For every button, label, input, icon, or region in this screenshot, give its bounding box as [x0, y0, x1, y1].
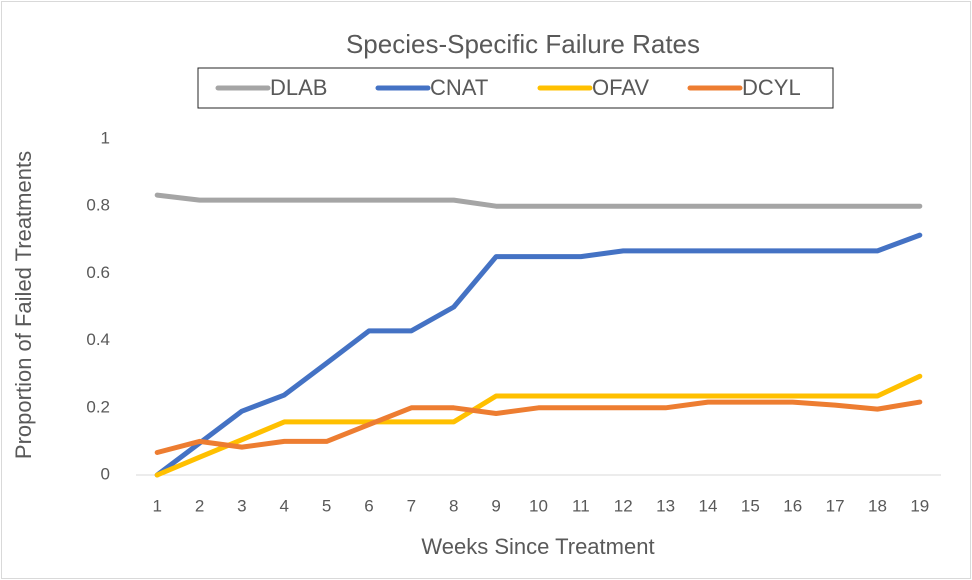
legend-label: CNAT — [430, 75, 488, 100]
series-line — [154, 192, 923, 209]
y-tick-label: 1 — [101, 128, 110, 147]
y-tick-label: 0.4 — [86, 330, 110, 349]
x-tick-label: 3 — [237, 496, 246, 515]
y-tick-label: 0.2 — [86, 397, 110, 416]
series-line — [154, 232, 923, 478]
legend-box — [197, 67, 834, 109]
x-tick-label: 13 — [656, 496, 675, 515]
x-tick-label: 6 — [364, 496, 373, 515]
y-tick-label: 0.8 — [86, 196, 110, 215]
series-line — [154, 399, 923, 455]
series-line — [154, 373, 923, 478]
x-tick-label: 12 — [614, 496, 633, 515]
x-tick-label: 14 — [699, 496, 718, 515]
x-tick-label: 4 — [280, 496, 289, 515]
x-tick-label: 8 — [449, 496, 458, 515]
x-axis-label: Weeks Since Treatment — [421, 534, 654, 559]
x-tick-label: 17 — [826, 496, 845, 515]
legend-label: DLAB — [270, 75, 327, 100]
chart-title: Species-Specific Failure Rates — [346, 29, 700, 59]
y-axis-label: Proportion of Failed Treatments — [11, 151, 36, 459]
x-tick-label: 16 — [783, 496, 802, 515]
x-tick-label: 1 — [152, 496, 161, 515]
legend-label: DCYL — [742, 75, 801, 100]
x-tick-label: 18 — [868, 496, 887, 515]
y-tick-label: 0.6 — [86, 263, 110, 282]
x-tick-label: 11 — [572, 496, 590, 515]
x-tick-label: 10 — [529, 496, 548, 515]
x-tick-label: 7 — [407, 496, 416, 515]
legend-label: OFAV — [592, 75, 649, 100]
x-tick-label: 9 — [491, 496, 500, 515]
x-tick-label: 5 — [322, 496, 331, 515]
x-tick-label: 2 — [195, 496, 204, 515]
x-tick-label: 15 — [741, 496, 760, 515]
y-tick-label: 0 — [101, 464, 110, 483]
x-tick-label: 19 — [910, 496, 929, 515]
